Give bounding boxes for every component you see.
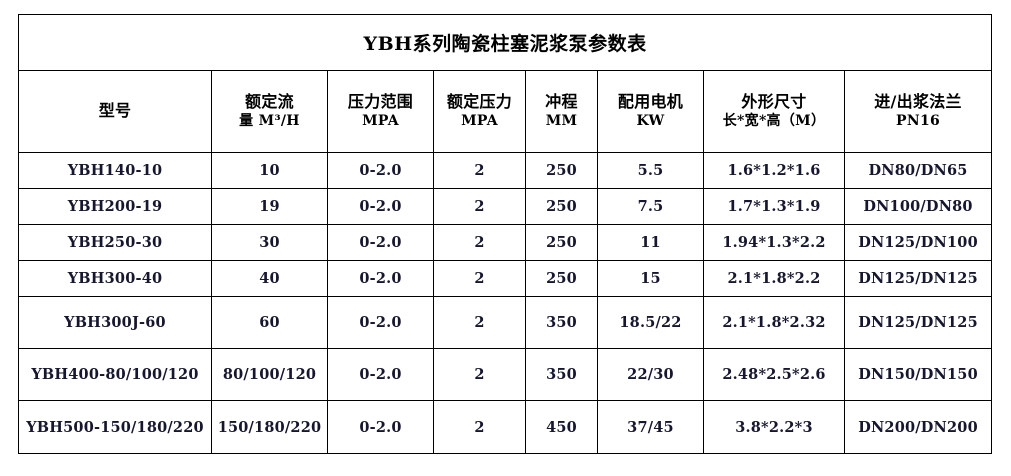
cell-motor: 37/45	[597, 400, 704, 454]
table-title-row: YBH系列陶瓷柱塞泥浆泵参数表	[17, 14, 993, 71]
cell-flange: DN125/DN125	[843, 260, 993, 297]
cell-rated-flow: 80/100/120	[211, 348, 328, 401]
cell-pressure-range: 0-2.0	[327, 296, 434, 349]
cell-model: YBH140-10	[18, 152, 212, 189]
column-header-rated-pressure-label: 额定压力	[446, 92, 513, 112]
cell-rated-flow: 30	[211, 224, 328, 261]
cell-pressure-range: 0-2.0	[327, 400, 434, 454]
cell-rated-flow: 150/180/220	[211, 400, 328, 454]
cell-rated-pressure: 2	[433, 400, 526, 454]
cell-dimensions: 2.1*1.8*2.32	[703, 296, 845, 349]
cell-motor: 7.5	[597, 188, 704, 225]
page-title: YBH系列陶瓷柱塞泥浆泵参数表	[17, 14, 993, 71]
cell-rated-flow: 40	[211, 260, 328, 297]
cell-flange: DN150/DN150	[843, 348, 993, 401]
cell-flange: DN80/DN65	[843, 152, 993, 189]
column-header-pressure-range: 压力范围 MPA	[327, 70, 434, 153]
cell-pressure-range: 0-2.0	[327, 224, 434, 261]
column-header-dimensions-label: 外形尺寸	[741, 92, 807, 112]
cell-flange: DN125/DN125	[843, 296, 993, 349]
cell-dimensions: 1.7*1.3*1.9	[703, 188, 845, 225]
cell-rated-pressure: 2	[433, 188, 526, 225]
table-header-row: 型号 额定流 量 M³/H 压力范围 MPA 额定压力 MPA 冲程 MM	[18, 70, 993, 153]
column-header-motor: 配用电机 KW	[597, 70, 704, 153]
cell-stroke: 250	[525, 224, 598, 261]
table-row: YBH200-19 19 0-2.0 2 250 7.5 1.7*1.3*1.9…	[18, 188, 993, 225]
cell-model: YBH200-19	[18, 188, 212, 225]
cell-dimensions: 2.48*2.5*2.6	[703, 348, 845, 401]
cell-stroke: 250	[525, 188, 598, 225]
cell-model: YBH250-30	[18, 224, 212, 261]
cell-flange: DN100/DN80	[843, 188, 993, 225]
column-header-dimensions-unit: 长*宽*高（M）	[722, 112, 826, 129]
cell-motor: 5.5	[597, 152, 704, 189]
column-header-motor-unit: KW	[636, 112, 665, 129]
cell-rated-flow: 60	[211, 296, 328, 349]
cell-stroke: 250	[525, 260, 598, 297]
column-header-pressure-range-unit: MPA	[362, 112, 399, 129]
cell-model: YBH400-80/100/120	[18, 348, 212, 401]
cell-motor: 11	[597, 224, 704, 261]
column-header-rated-flow-unit: 量 M³/H	[239, 112, 300, 129]
cell-dimensions: 2.1*1.8*2.2	[703, 260, 845, 297]
cell-pressure-range: 0-2.0	[327, 188, 434, 225]
column-header-flange: 进/出浆法兰 PN16	[843, 70, 993, 153]
column-header-dimensions: 外形尺寸 长*宽*高（M）	[703, 70, 845, 153]
cell-motor: 15	[597, 260, 704, 297]
column-header-stroke: 冲程 MM	[525, 70, 598, 153]
cell-stroke: 250	[525, 152, 598, 189]
column-header-motor-label: 配用电机	[617, 92, 684, 112]
cell-rated-pressure: 2	[433, 260, 526, 297]
cell-rated-pressure: 2	[433, 224, 526, 261]
cell-pressure-range: 0-2.0	[327, 260, 434, 297]
table-row: YBH300-40 40 0-2.0 2 250 15 2.1*1.8*2.2 …	[18, 260, 993, 297]
table-row: YBH140-10 10 0-2.0 2 250 5.5 1.6*1.2*1.6…	[18, 152, 993, 189]
cell-model: YBH300J-60	[18, 296, 212, 349]
cell-motor: 18.5/22	[597, 296, 704, 349]
cell-motor: 22/30	[597, 348, 704, 401]
cell-stroke: 450	[525, 400, 598, 454]
cell-stroke: 350	[525, 348, 598, 401]
cell-flange: DN125/DN100	[843, 224, 993, 261]
column-header-pressure-range-label: 压力范围	[347, 92, 414, 112]
cell-flange: DN200/DN200	[843, 400, 993, 454]
pump-parameter-table: YBH系列陶瓷柱塞泥浆泵参数表 型号 额定流 量 M³/H 压力范围 MPA 额…	[17, 14, 993, 454]
column-header-model-label: 型号	[98, 101, 132, 121]
cell-pressure-range: 0-2.0	[327, 348, 434, 401]
cell-dimensions: 1.94*1.3*2.2	[703, 224, 845, 261]
cell-rated-pressure: 2	[433, 348, 526, 401]
cell-model: YBH500-150/180/220	[18, 400, 212, 454]
table-row: YBH250-30 30 0-2.0 2 250 11 1.94*1.3*2.2…	[18, 224, 993, 261]
table-row: YBH300J-60 60 0-2.0 2 350 18.5/22 2.1*1.…	[18, 296, 993, 349]
column-header-rated-pressure-unit: MPA	[461, 112, 498, 129]
cell-stroke: 350	[525, 296, 598, 349]
cell-rated-flow: 10	[211, 152, 328, 189]
table-row: YBH500-150/180/220 150/180/220 0-2.0 2 4…	[18, 400, 993, 454]
cell-model: YBH300-40	[18, 260, 212, 297]
table-row: YBH400-80/100/120 80/100/120 0-2.0 2 350…	[18, 348, 993, 401]
column-header-stroke-label: 冲程	[545, 92, 578, 112]
cell-dimensions: 3.8*2.2*3	[703, 400, 845, 454]
cell-rated-pressure: 2	[433, 152, 526, 189]
cell-pressure-range: 0-2.0	[327, 152, 434, 189]
column-header-flange-unit: PN16	[896, 112, 941, 129]
cell-rated-flow: 19	[211, 188, 328, 225]
column-header-flange-label: 进/出浆法兰	[874, 92, 962, 112]
column-header-rated-pressure: 额定压力 MPA	[433, 70, 526, 153]
cell-rated-pressure: 2	[433, 296, 526, 349]
column-header-model: 型号	[18, 70, 212, 153]
cell-dimensions: 1.6*1.2*1.6	[703, 152, 845, 189]
column-header-rated-flow-label: 额定流	[245, 92, 294, 112]
column-header-rated-flow: 额定流 量 M³/H	[211, 70, 328, 153]
column-header-stroke-unit: MM	[545, 112, 578, 129]
